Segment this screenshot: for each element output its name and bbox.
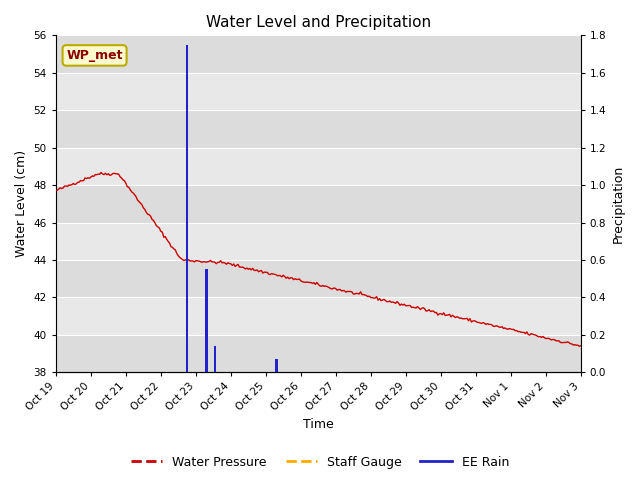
Bar bbox=[275, 359, 278, 372]
X-axis label: Time: Time bbox=[303, 419, 333, 432]
Bar bbox=[56, 110, 580, 148]
Bar bbox=[56, 73, 580, 110]
Bar bbox=[56, 148, 580, 185]
Bar bbox=[56, 298, 580, 335]
Bar bbox=[56, 223, 580, 260]
Bar bbox=[214, 346, 216, 372]
Bar bbox=[56, 36, 580, 73]
Bar bbox=[56, 260, 580, 298]
Y-axis label: Water Level (cm): Water Level (cm) bbox=[15, 150, 28, 257]
Bar bbox=[56, 185, 580, 223]
Text: WP_met: WP_met bbox=[67, 49, 123, 62]
Legend: Water Pressure, Staff Gauge, EE Rain: Water Pressure, Staff Gauge, EE Rain bbox=[126, 451, 514, 474]
Bar bbox=[205, 269, 208, 372]
Title: Water Level and Precipitation: Water Level and Precipitation bbox=[205, 15, 431, 30]
Bar bbox=[56, 335, 580, 372]
Bar bbox=[186, 45, 188, 372]
Y-axis label: Precipitation: Precipitation bbox=[612, 165, 625, 243]
